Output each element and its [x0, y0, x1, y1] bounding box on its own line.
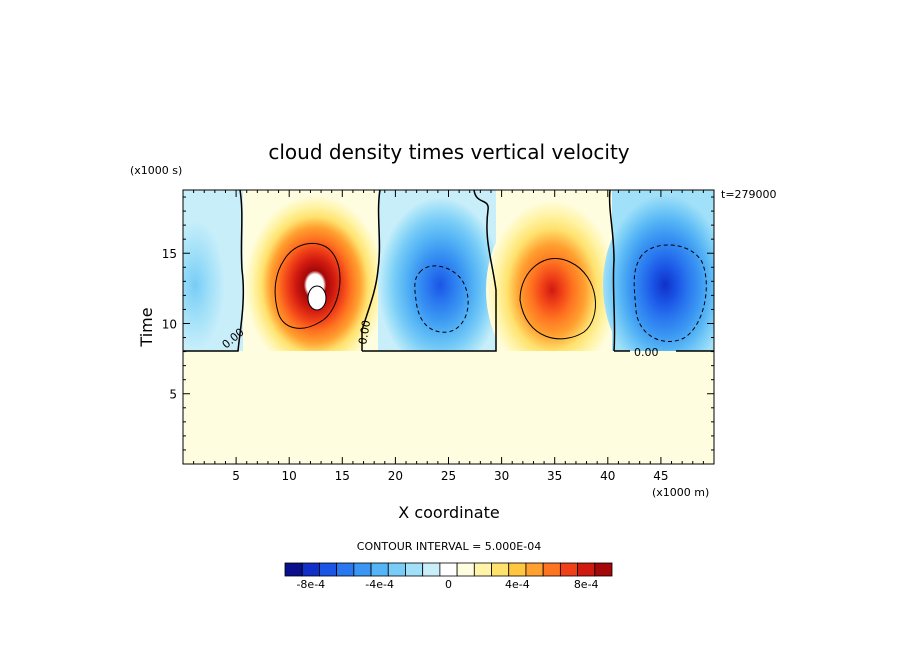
contour-zero-2 [361, 190, 381, 351]
contour-zero-1 [223, 190, 245, 352]
x-tick-label: 15 [335, 469, 350, 483]
colorbar-swatch [594, 562, 613, 577]
colorbar-swatch [508, 562, 527, 577]
max-white-spot [307, 285, 327, 311]
x-tick-label: 20 [388, 469, 403, 483]
y-axis-label: Time [137, 307, 156, 347]
y-axis: 5 10 15 [162, 196, 714, 451]
colorbar-tick-label: 0 [445, 578, 452, 591]
colorbar-swatch [473, 562, 492, 577]
contour-interval-text: CONTOUR INTERVAL = 5.000E-04 [357, 540, 541, 553]
colorbar-swatch [353, 562, 372, 577]
colorbar-tick-label: -4e-4 [365, 578, 394, 591]
colorbar-swatch [387, 562, 406, 577]
region-zero-bottom [183, 351, 714, 464]
colorbar-swatch [284, 562, 303, 577]
contour-negative-2 [414, 265, 469, 333]
contour-positive-1 [274, 242, 341, 329]
time-stamp: t=279000 [721, 188, 777, 201]
contour-negative-4 [633, 244, 707, 342]
x-tick-label: 10 [282, 469, 297, 483]
x-axis: 5 10 15 20 25 30 35 40 45 [193, 190, 704, 483]
colorbar-swatch [405, 562, 424, 577]
x-unit-label: (x1000 m) [652, 486, 709, 499]
colorbar-swatch [422, 562, 441, 577]
heatmap-field: 0.00 0.00 0.00 [183, 190, 714, 464]
chart-title: cloud density times vertical velocity [268, 140, 629, 164]
y-tick-label: 15 [162, 247, 177, 261]
colorbar-swatch [439, 562, 458, 577]
colorbar-swatch [577, 562, 596, 577]
colorbar-tick-label: 8e-4 [574, 578, 599, 591]
x-tick-label: 25 [441, 469, 456, 483]
contour-zero-4 [608, 190, 714, 352]
x-tick-label: 30 [494, 469, 509, 483]
colorbar-swatch [525, 562, 544, 577]
contour-label-2: 0.00 [356, 319, 373, 345]
colorbar-swatch [559, 562, 578, 577]
x-tick-label: 40 [600, 469, 615, 483]
region-negative-left-core [183, 220, 225, 350]
colorbar-tick-label: 4e-4 [505, 578, 530, 591]
colorbar-tick-label: -8e-4 [296, 578, 325, 591]
colorbar-swatch [542, 562, 561, 577]
contour-label-3: 0.00 [634, 346, 659, 359]
colorbar-swatch [301, 562, 320, 577]
colorbar [284, 562, 613, 577]
region-negative-4-core [603, 195, 714, 375]
x-axis-label: X coordinate [398, 503, 499, 522]
region-negative-2-core [378, 197, 502, 373]
colorbar-swatch [336, 562, 355, 577]
x-tick-label: 5 [232, 469, 240, 483]
x-tick-label: 45 [653, 469, 668, 483]
contour-zero-3 [362, 190, 497, 352]
colorbar-swatch [370, 562, 389, 577]
y-unit-label: (x1000 s) [130, 164, 182, 177]
colorbar-ticks: -8e-4 -4e-4 0 4e-4 8e-4 [296, 578, 598, 591]
contour-positive-3 [519, 257, 596, 340]
y-tick-label: 5 [169, 388, 177, 402]
region-positive-1-core [245, 195, 385, 375]
y-tick-label: 10 [162, 317, 177, 331]
region-positive-3-core [486, 200, 618, 380]
x-tick-label: 35 [547, 469, 562, 483]
colorbar-swatch [491, 562, 510, 577]
colorbar-swatch [319, 562, 338, 577]
colorbar-swatch [456, 562, 475, 577]
